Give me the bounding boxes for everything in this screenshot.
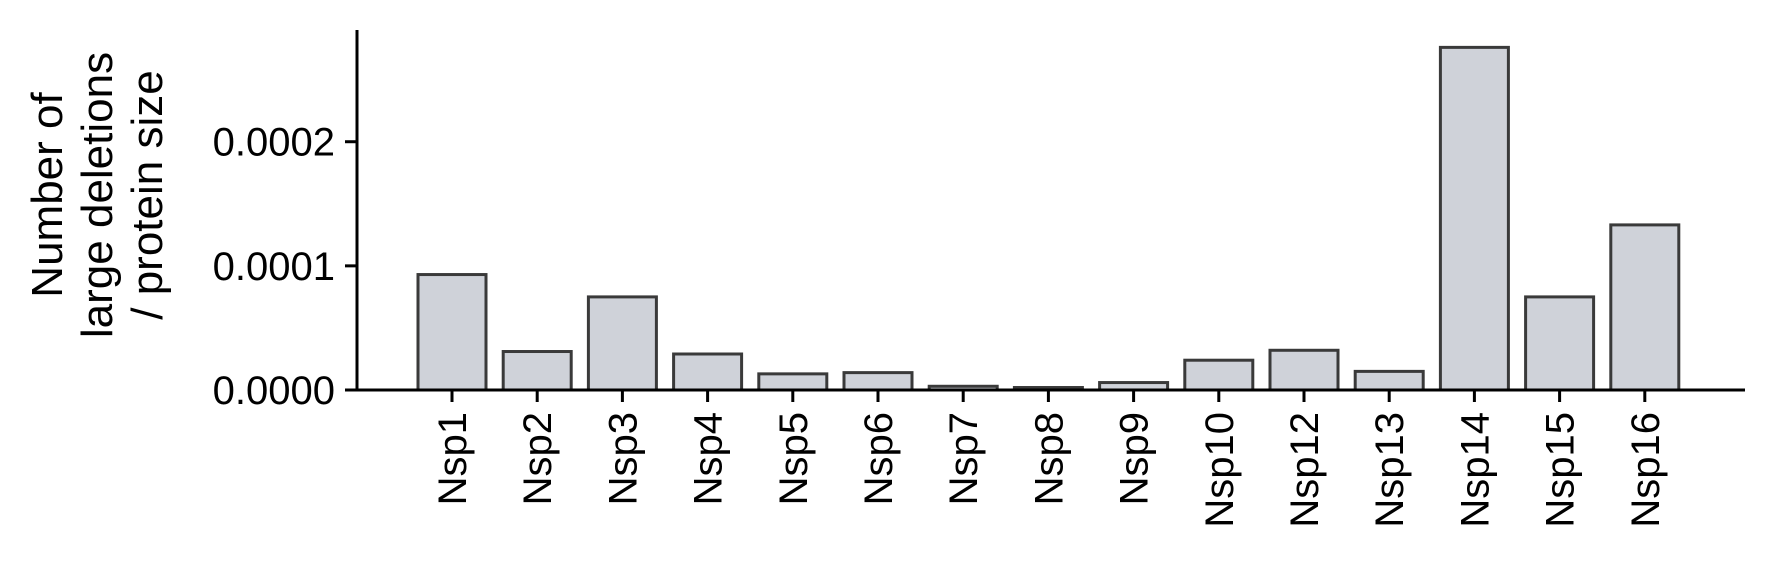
y-axis-label-line-1: Number of [23,92,72,298]
x-tick-label-nsp8: Nsp8 [1027,412,1071,505]
x-tick-label-nsp5: Nsp5 [772,412,816,505]
y-axis-label: Number of large deletions / protein size [23,52,172,338]
y-axis-label-line-2: large deletions [73,52,122,338]
x-tick-label-nsp15: Nsp15 [1539,412,1583,528]
y-tick-label: 0.0001 [213,245,335,289]
x-tick-label-nsp16: Nsp16 [1624,412,1668,528]
x-tick-label-nsp12: Nsp12 [1283,412,1327,528]
bar-nsp6 [842,371,914,392]
bar-nsp1 [416,273,488,392]
bar-nsp16 [1609,223,1681,392]
x-tick-label-nsp3: Nsp3 [601,412,645,505]
bar-nsp12 [1268,348,1340,392]
y-tick-label: 0.0002 [213,121,335,165]
x-tick-label-nsp14: Nsp14 [1453,412,1497,528]
x-tick-label-nsp6: Nsp6 [857,412,901,505]
x-tick-label-nsp2: Nsp2 [516,412,560,505]
bar-nsp15 [1524,295,1596,392]
bar-nsp4 [672,352,744,392]
x-tick-label-nsp9: Nsp9 [1113,412,1157,505]
bars [416,45,1681,392]
x-tick-label-nsp7: Nsp7 [942,412,986,505]
x-tick-label-nsp1: Nsp1 [431,412,475,505]
x-tick-label-nsp4: Nsp4 [687,412,731,505]
bar-nsp5 [757,372,829,392]
x-axis-ticks: Nsp1 Nsp2 Nsp3 Nsp4 Nsp5 Nsp6 Nsp7 Nsp8 Nsp9 Nsp1… [431,390,1668,528]
x-tick-label-nsp13: Nsp13 [1368,412,1412,528]
y-tick-label: 0.0000 [213,369,335,413]
bar-nsp14 [1438,45,1510,392]
y-axis-ticks: 0.0000 0.0001 0.0002 [213,121,357,413]
bar-nsp2 [501,350,573,392]
x-tick-label-nsp10: Nsp10 [1198,412,1242,528]
y-axis-label-line-3: / protein size [123,70,172,319]
bar-nsp13 [1353,369,1425,392]
bar-nsp10 [1183,358,1255,392]
bar-nsp3 [586,295,658,392]
